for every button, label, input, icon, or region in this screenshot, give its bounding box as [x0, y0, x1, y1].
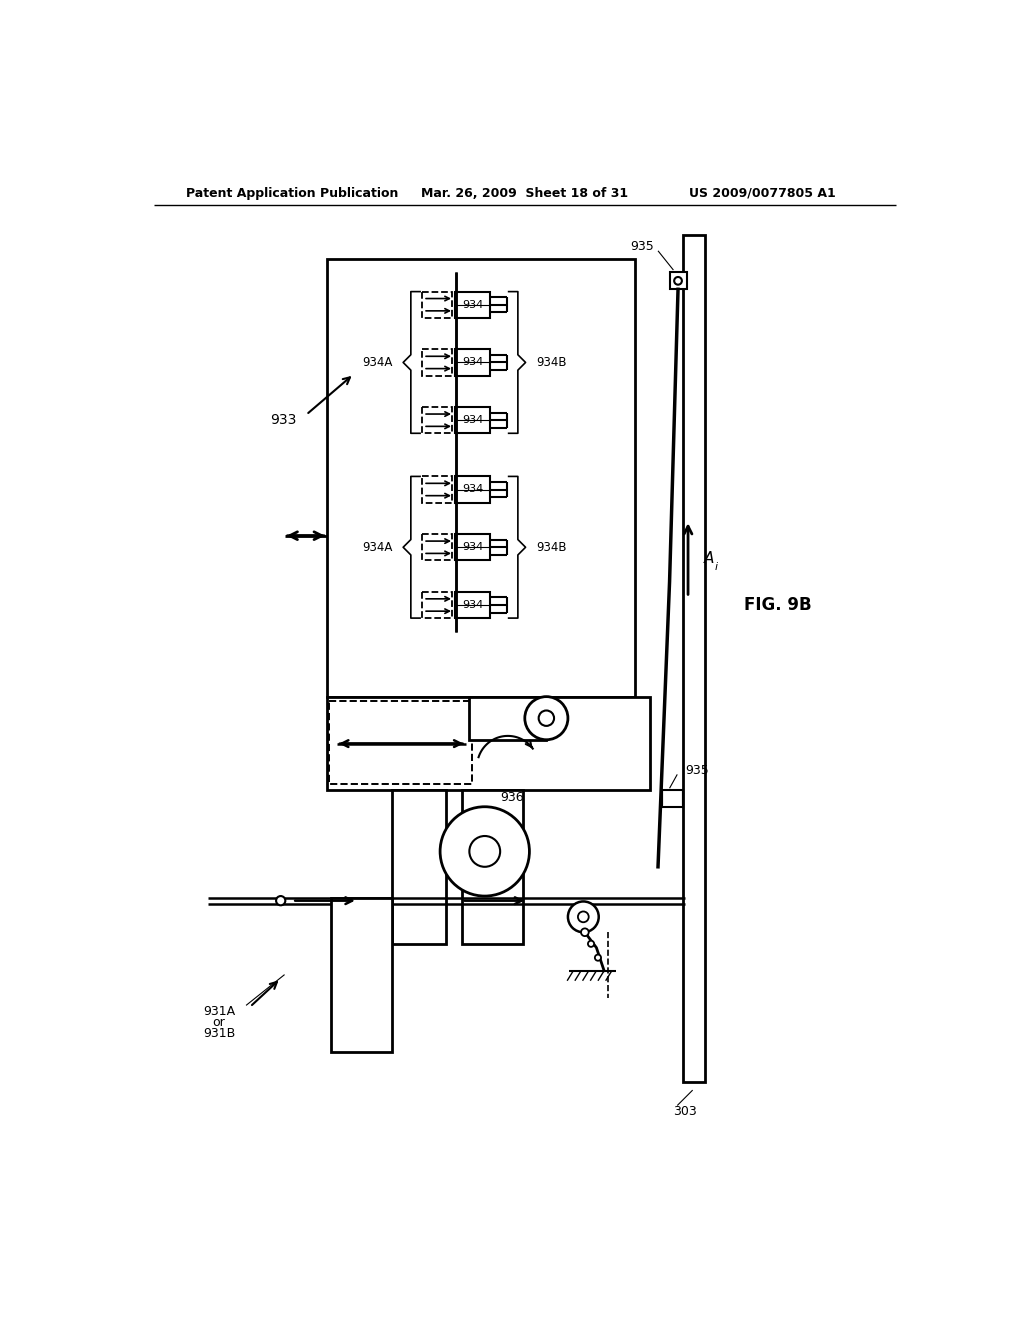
Bar [455, 407, 490, 433]
Text: 933: 933 [269, 413, 296, 428]
Text: or: or [213, 1016, 225, 1028]
Bar [662, 789, 683, 807]
Bar [469, 697, 547, 739]
Bar [331, 898, 392, 1052]
Bar [455, 350, 490, 376]
Text: A: A [705, 552, 715, 566]
Text: 936: 936 [500, 791, 523, 804]
Bar [422, 535, 453, 560]
Circle shape [568, 902, 599, 932]
Text: 934: 934 [462, 543, 483, 552]
Text: 934A: 934A [362, 541, 392, 554]
Text: 934: 934 [462, 300, 483, 310]
Circle shape [588, 941, 594, 946]
Bar [422, 350, 453, 376]
Bar [462, 789, 523, 944]
Text: 303: 303 [674, 1105, 697, 1118]
Circle shape [674, 277, 682, 285]
Bar [422, 591, 453, 618]
Text: i: i [714, 561, 718, 572]
Text: US 2009/0077805 A1: US 2009/0077805 A1 [688, 186, 836, 199]
Bar [327, 259, 635, 697]
Text: FIG. 9B: FIG. 9B [743, 597, 811, 614]
Circle shape [276, 896, 286, 906]
Text: 934: 934 [462, 484, 483, 495]
Circle shape [595, 954, 601, 961]
Bar [455, 535, 490, 560]
Bar [670, 272, 686, 289]
Circle shape [539, 710, 554, 726]
Circle shape [469, 836, 500, 867]
Bar [392, 789, 446, 944]
Bar [455, 292, 490, 318]
Text: 931B: 931B [203, 1027, 236, 1040]
Circle shape [581, 928, 589, 936]
Text: Patent Application Publication: Patent Application Publication [186, 186, 398, 199]
Circle shape [524, 697, 568, 739]
Bar [455, 477, 490, 503]
Text: 934B: 934B [537, 356, 567, 370]
Bar [422, 407, 453, 433]
Text: 934: 934 [462, 601, 483, 610]
Text: 931A: 931A [203, 1005, 236, 1018]
Text: Mar. 26, 2009  Sheet 18 of 31: Mar. 26, 2009 Sheet 18 of 31 [421, 186, 629, 199]
Bar [455, 591, 490, 618]
Text: 935: 935 [685, 764, 709, 777]
Text: 935: 935 [631, 240, 654, 253]
Circle shape [440, 807, 529, 896]
Text: 934B: 934B [537, 541, 567, 554]
Bar [683, 235, 705, 1082]
Text: 934A: 934A [362, 356, 392, 370]
Bar [422, 292, 453, 318]
Bar [327, 697, 650, 789]
Text: 934: 934 [462, 416, 483, 425]
Circle shape [578, 911, 589, 923]
Text: 934: 934 [462, 358, 483, 367]
Bar [422, 477, 453, 503]
Bar [330, 701, 472, 784]
